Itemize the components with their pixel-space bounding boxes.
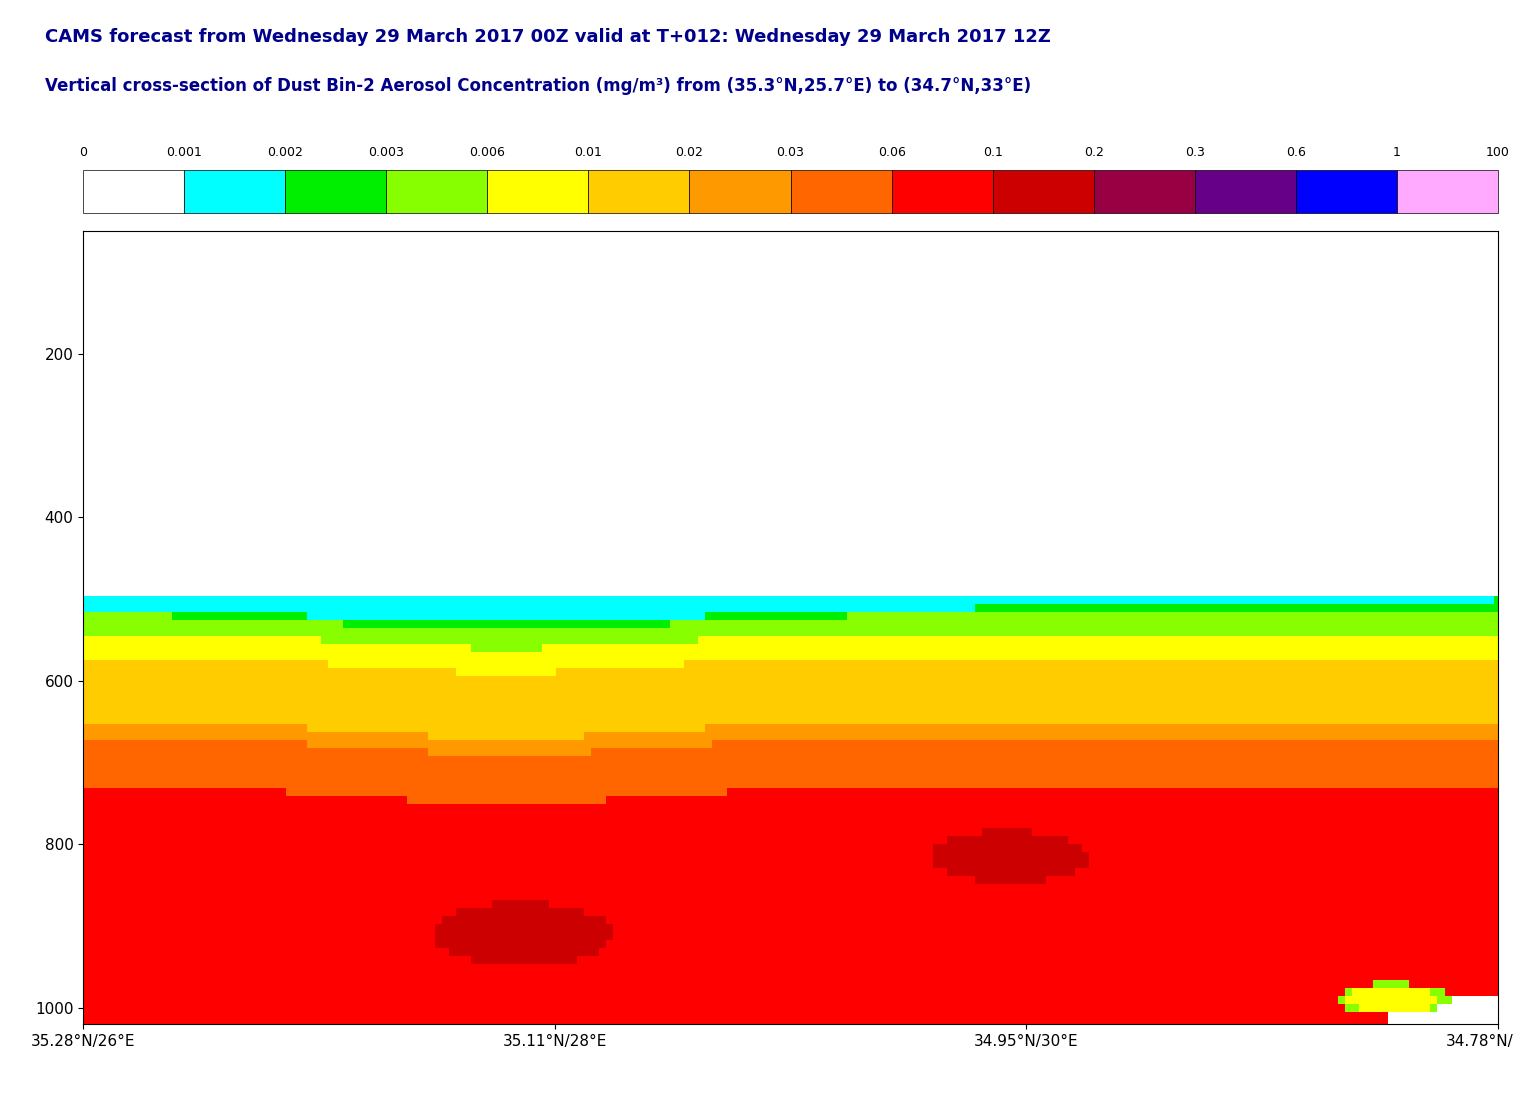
- Text: 0.06: 0.06: [878, 146, 905, 160]
- Bar: [589, 171, 690, 214]
- Bar: [790, 171, 891, 214]
- Bar: [487, 171, 589, 214]
- Text: 100: 100: [1486, 146, 1510, 160]
- Bar: [83, 171, 185, 214]
- Bar: [185, 171, 286, 214]
- Text: Vertical cross-section of Dust Bin-2 Aerosol Concentration (mg/m³) from (35.3°N,: Vertical cross-section of Dust Bin-2 Aer…: [45, 77, 1032, 95]
- Bar: [690, 171, 790, 214]
- Bar: [993, 171, 1094, 214]
- Text: 0.6: 0.6: [1286, 146, 1306, 160]
- Text: 0.006: 0.006: [469, 146, 505, 160]
- Bar: [386, 171, 487, 214]
- Bar: [286, 171, 386, 214]
- Text: 0.001: 0.001: [166, 146, 203, 160]
- Bar: [1295, 171, 1396, 214]
- Text: 0.01: 0.01: [575, 146, 602, 160]
- Text: 0.1: 0.1: [983, 146, 1003, 160]
- Bar: [1195, 171, 1295, 214]
- Text: CAMS forecast from Wednesday 29 March 2017 00Z valid at T+012: Wednesday 29 Marc: CAMS forecast from Wednesday 29 March 20…: [45, 28, 1052, 45]
- Bar: [1396, 171, 1498, 214]
- Text: 0.02: 0.02: [676, 146, 704, 160]
- Text: 0.03: 0.03: [776, 146, 805, 160]
- Text: 0.3: 0.3: [1185, 146, 1204, 160]
- Text: 0.2: 0.2: [1083, 146, 1103, 160]
- Text: 1: 1: [1393, 146, 1401, 160]
- Bar: [891, 171, 993, 214]
- Text: 0.003: 0.003: [369, 146, 404, 160]
- Text: 0: 0: [79, 146, 88, 160]
- Bar: [1094, 171, 1195, 214]
- Text: 0.002: 0.002: [268, 146, 303, 160]
